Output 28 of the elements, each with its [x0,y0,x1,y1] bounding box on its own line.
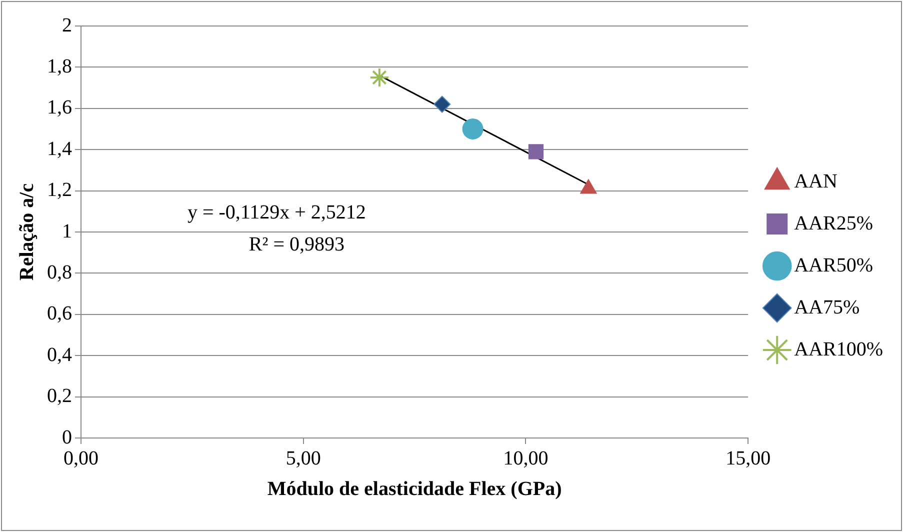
y-tick-label: 1,8 [47,55,72,78]
point [434,96,451,113]
legend-label: AAR50% [794,254,874,276]
y-tick-label: 1 [62,220,72,242]
y-tick-label: 1,2 [47,179,72,202]
legend-label: AAN [794,170,838,192]
y-tick-label: 2 [62,14,72,36]
annotation: y = -0,1129x + 2,5212 [187,202,366,224]
point [528,144,544,160]
y-axis-title: Relação a/c [16,183,38,281]
x-tick-label: 0,00 [64,447,98,470]
legend-label: AAR100% [794,338,884,360]
y-tick-label: 1,6 [47,96,72,119]
y-tick-label: 1,4 [47,138,72,160]
legend-label: AAR25% [794,212,874,234]
x-tick-label: 15,00 [726,447,771,470]
y-tick-label: 0,6 [47,302,72,325]
y-tick-label: 0,4 [47,344,72,366]
y-tick-label: 0,2 [47,385,72,408]
x-tick-label: 5,00 [286,447,321,470]
point [369,68,390,88]
y-tick-label: 0 [62,426,72,448]
x-axis-title: Módulo de elasticidade Flex (GPa) [267,478,562,500]
legend-label: AA75% [794,296,860,318]
y-tick-label: 0,8 [47,261,72,284]
point [462,118,484,140]
x-tick-label: 10,00 [503,447,548,470]
annotation: R² = 0,9893 [248,234,345,256]
